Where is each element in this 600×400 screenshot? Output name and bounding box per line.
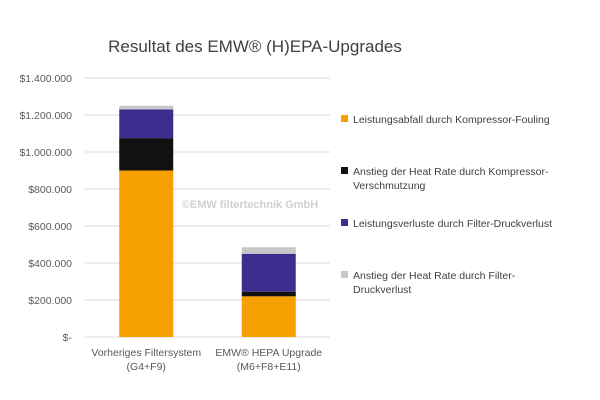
bar-segment bbox=[241, 291, 296, 297]
x-category-label: Vorheriges Filtersystem bbox=[91, 347, 201, 359]
y-tick-label: $400.000 bbox=[28, 258, 72, 270]
bar-segment bbox=[119, 138, 174, 171]
bar-segment bbox=[241, 247, 296, 254]
legend-label: Leistungsverluste durch Filter-Druckverl… bbox=[353, 218, 552, 230]
legend-label: Anstieg der Heat Rate durch Filter- bbox=[353, 270, 516, 282]
legend-label: Druckverlust bbox=[353, 284, 411, 296]
y-tick-label: $800.000 bbox=[28, 184, 72, 196]
bar-segment bbox=[119, 109, 174, 139]
legend-label: Leistungsabfall durch Kompressor-Fouling bbox=[353, 114, 550, 126]
y-axis-ticks: $- $200.000 $400.000 $600.000 $800.000 $1.000… bbox=[19, 73, 72, 344]
legend-swatch bbox=[341, 167, 348, 174]
legend: Leistungsabfall durch Kompressor-Fouling… bbox=[341, 114, 552, 296]
bar-segment bbox=[241, 253, 296, 292]
legend-label: Verschmutzung bbox=[353, 180, 426, 192]
watermark: ©EMW filtertechnik GmbH bbox=[182, 199, 319, 211]
bar-segment bbox=[119, 105, 174, 110]
bar-segment bbox=[241, 296, 296, 337]
legend-swatch bbox=[341, 219, 348, 226]
y-tick-label: $- bbox=[63, 332, 73, 344]
legend-swatch bbox=[341, 115, 348, 122]
chart-title: Resultat des EMW® (H)EPA-Upgrades bbox=[108, 37, 402, 56]
y-tick-label: $1.400.000 bbox=[19, 73, 72, 85]
x-category-label: (G4+F9) bbox=[127, 361, 166, 373]
legend-swatch bbox=[341, 271, 348, 278]
x-axis-categories: Vorheriges Filtersystem (G4+F9) EMW® HEPA … bbox=[91, 347, 322, 373]
y-tick-label: $600.000 bbox=[28, 221, 72, 233]
legend-label: Anstieg der Heat Rate durch Kompressor- bbox=[353, 166, 549, 178]
x-category-label: (M6+F8+E11) bbox=[237, 361, 301, 373]
bars bbox=[119, 105, 296, 337]
x-category-label: EMW® HEPA Upgrade bbox=[215, 347, 322, 359]
y-tick-label: $1.200.000 bbox=[19, 110, 72, 122]
y-tick-label: $200.000 bbox=[28, 295, 72, 307]
bar-segment bbox=[119, 170, 174, 337]
y-tick-label: $1.000.000 bbox=[19, 147, 72, 159]
